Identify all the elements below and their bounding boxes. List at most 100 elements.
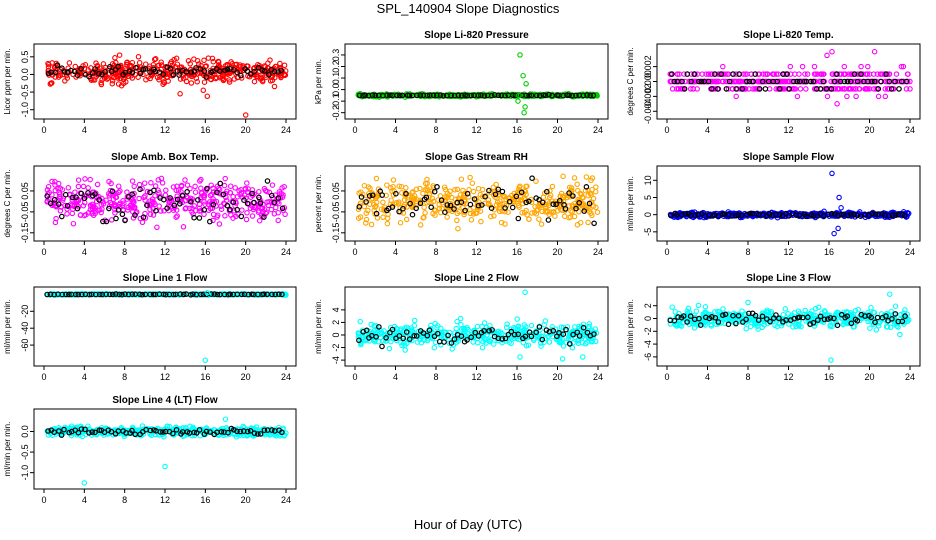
data-point <box>201 57 207 64</box>
data-point <box>355 206 362 213</box>
data-point <box>191 56 197 62</box>
data-point <box>180 224 187 230</box>
data-point <box>210 58 217 65</box>
data-point <box>57 195 63 202</box>
reference-point <box>261 214 267 220</box>
data-point <box>543 205 549 211</box>
y-tick-label: 0.0 <box>331 83 341 96</box>
reference-point <box>409 211 416 218</box>
outlier-point <box>745 299 751 306</box>
data-point <box>667 321 674 327</box>
reference-point <box>695 78 702 85</box>
data-point <box>432 207 439 214</box>
data-point <box>107 199 114 206</box>
plot-frame <box>33 408 297 490</box>
reference-point <box>814 86 820 92</box>
y-axis-label: ml/min per min. <box>626 299 635 354</box>
x-tick-label: 4 <box>705 372 710 382</box>
data-point <box>804 71 811 77</box>
data-point <box>669 304 675 310</box>
data-point <box>81 65 88 72</box>
reference-point <box>85 190 91 196</box>
y-tick-label: 0.2 <box>331 60 341 73</box>
y-tick-label: -40 <box>20 322 30 335</box>
reference-point <box>369 192 376 199</box>
data-point <box>398 326 404 332</box>
data-point <box>408 327 415 333</box>
reference-point <box>506 198 513 205</box>
y-tick-label: -0.2 <box>331 105 341 121</box>
reference-point <box>807 321 814 327</box>
reference-point <box>230 199 237 206</box>
reference-point <box>54 62 61 69</box>
reference-point <box>164 205 170 212</box>
x-tick-label: 16 <box>824 372 834 382</box>
reference-point <box>828 210 835 217</box>
reference-point <box>197 66 204 72</box>
data-point <box>531 209 538 216</box>
reference-point <box>697 322 704 328</box>
data-point <box>592 188 599 195</box>
data-point <box>397 219 404 226</box>
data-point <box>458 176 465 182</box>
data-point <box>496 208 503 215</box>
data-point <box>424 176 430 183</box>
data-point <box>182 177 188 183</box>
reference-point <box>464 337 470 343</box>
data-point <box>239 207 245 213</box>
data-point <box>902 315 909 322</box>
reference-point <box>139 291 146 298</box>
data-point <box>733 71 739 77</box>
data-point <box>812 305 819 312</box>
reference-point <box>759 313 766 320</box>
reference-point <box>566 341 573 347</box>
plot-frame <box>344 43 609 120</box>
data-point <box>702 304 709 310</box>
reference-point <box>462 207 468 214</box>
points <box>667 291 912 363</box>
reference-point <box>566 92 572 99</box>
data-point <box>580 321 587 327</box>
data-point <box>70 220 77 227</box>
data-point <box>470 334 477 340</box>
reference-point <box>244 68 251 75</box>
x-tick-label: 16 <box>200 125 210 135</box>
reference-point <box>73 194 79 201</box>
data-point <box>833 311 839 317</box>
data-point <box>258 206 265 212</box>
data-point <box>187 185 193 192</box>
reference-point <box>214 189 220 196</box>
reference-point <box>137 291 143 298</box>
reference-point <box>195 197 201 203</box>
y-axis-label: ml/min per min. <box>626 176 635 231</box>
reference-point <box>851 211 857 218</box>
data-point <box>470 211 477 217</box>
outlier-point <box>202 357 209 364</box>
panel-title: Slope Line 2 Flow <box>434 273 519 284</box>
data-point <box>210 185 216 192</box>
reference-point <box>417 200 424 207</box>
data-point <box>173 214 179 220</box>
reference-point <box>467 201 474 208</box>
data-point <box>853 93 859 100</box>
reference-point <box>502 92 508 99</box>
reference-point <box>489 327 495 333</box>
reference-point <box>238 72 244 79</box>
reference-point <box>137 70 144 77</box>
data-point <box>586 321 593 327</box>
data-point <box>405 195 412 201</box>
x-tick-label: 0 <box>41 372 46 382</box>
reference-point <box>481 93 488 99</box>
reference-point <box>498 92 505 99</box>
data-point <box>106 178 112 185</box>
reference-point <box>430 92 437 99</box>
data-point <box>700 321 707 327</box>
data-point <box>377 327 383 333</box>
reference-point <box>373 333 379 340</box>
reference-point <box>545 217 552 223</box>
data-point <box>244 210 250 216</box>
reference-point <box>106 205 112 212</box>
x-tick-label: 0 <box>41 247 46 257</box>
reference-point <box>458 199 465 206</box>
reference-point <box>868 314 875 321</box>
